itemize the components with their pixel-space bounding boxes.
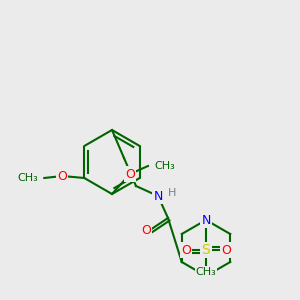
Text: CH₃: CH₃ (196, 267, 216, 277)
Text: S: S (202, 243, 210, 257)
Text: O: O (221, 244, 231, 256)
Text: CH₃: CH₃ (154, 161, 175, 171)
Text: O: O (141, 224, 151, 236)
Text: N: N (201, 214, 211, 226)
Text: CH₃: CH₃ (17, 173, 38, 183)
Text: H: H (168, 188, 176, 198)
Text: O: O (125, 167, 135, 181)
Text: O: O (57, 169, 67, 182)
Text: N: N (153, 190, 163, 202)
Text: O: O (181, 244, 191, 256)
